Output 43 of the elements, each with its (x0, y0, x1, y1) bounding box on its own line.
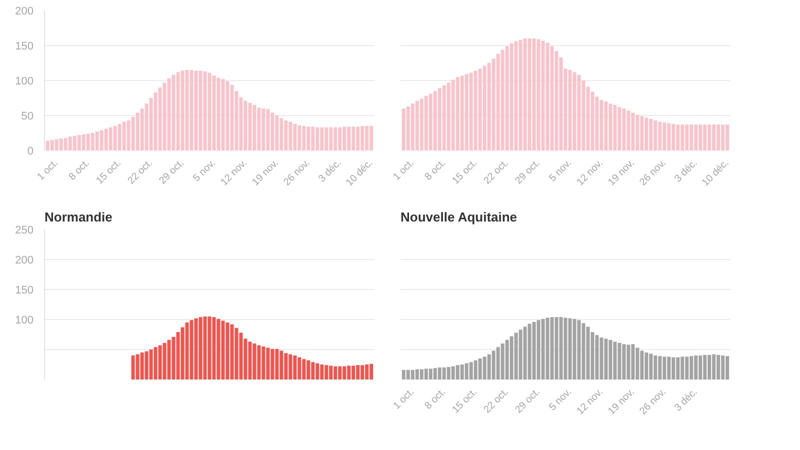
x-tick-label: 26 nov. (638, 386, 668, 418)
y-tick-label: 200 (15, 6, 34, 18)
chart-title: Normandie (44, 210, 112, 224)
x-tick-label: 1 oct. (391, 386, 417, 412)
x-tick-label: 15 oct. (450, 386, 480, 416)
x-tick-label: 26 nov. (638, 158, 668, 188)
x-tick-label: 22 oct. (482, 158, 511, 187)
x-tick-label: 1 oct. (391, 158, 417, 183)
x-tick-label: 1 oct. (35, 158, 61, 183)
x-tick-label: 3 déc. (672, 386, 700, 414)
x-tick-label: 3 déc. (316, 158, 344, 185)
x-tick-label: 12 nov. (218, 158, 250, 188)
x-tick-label: 5 nov. (547, 386, 574, 414)
x-tick-label: 22 oct. (482, 386, 511, 416)
x-tick-label: 10 déc. (700, 158, 732, 189)
x-tick-label: 5 nov. (547, 158, 574, 184)
y-tick-label: 150 (15, 284, 34, 296)
x-tick-label: 19 nov. (606, 386, 637, 418)
x-tick-label: 29 oct. (513, 386, 542, 416)
x-tick-label: 8 oct. (422, 386, 448, 412)
x-tick-label: 3 déc. (672, 158, 700, 185)
y-tick-label: 250 (15, 224, 34, 236)
x-tick-label: 15 oct. (450, 158, 480, 187)
x-tick-label: 5 nov. (191, 158, 218, 184)
x-tick-label: 10 déc. (344, 158, 376, 189)
y-tick-label: 50 (21, 110, 34, 122)
y-tick-label: 100 (15, 76, 34, 88)
y-tick-label: 100 (15, 314, 34, 326)
x-tick-label: 19 nov. (250, 158, 281, 188)
x-tick-label: 8 oct. (422, 158, 448, 183)
x-tick-label: 12 nov. (574, 386, 606, 418)
x-tick-label: 8 oct. (66, 158, 92, 183)
y-tick-label: 200 (15, 254, 34, 266)
x-tick-label: 22 oct. (126, 158, 155, 187)
chart-title: Nouvelle Aquitaine (400, 210, 518, 224)
x-tick-label: 15 oct. (94, 158, 124, 187)
x-tick-label: 19 nov. (606, 158, 637, 188)
y-tick-label: 0 (27, 146, 34, 158)
x-tick-label: 29 oct. (513, 158, 542, 187)
x-tick-label: 12 nov. (574, 158, 606, 188)
x-tick-label: 29 oct. (157, 158, 186, 187)
y-tick-label: 150 (15, 40, 34, 52)
x-tick-label: 26 nov. (282, 158, 312, 188)
